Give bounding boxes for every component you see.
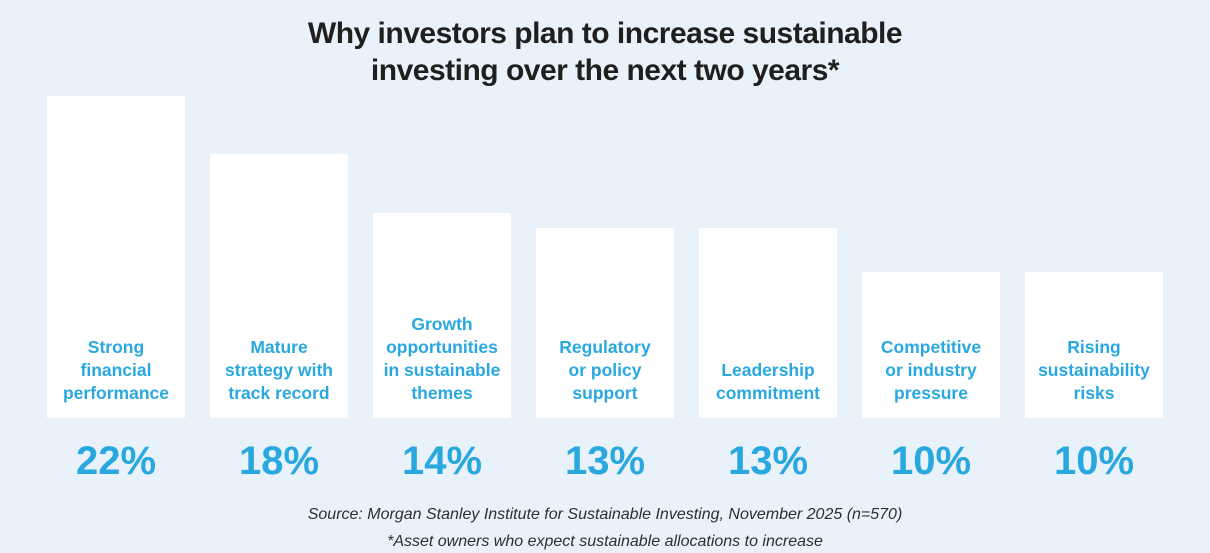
bar: Competitive or industry pressure	[862, 272, 1000, 418]
bar-group: Mature strategy with track record 18%	[210, 154, 348, 484]
bar-value-label: 14%	[401, 439, 483, 483]
bar-value-label: 13%	[564, 439, 646, 483]
bar: Leadership commitment	[699, 228, 837, 418]
bar-group: Competitive or industry pressure 10%	[862, 272, 1000, 484]
bar-group: Growth opportunities in sustainable themes 1…	[373, 213, 511, 484]
chart-title-line2: investing over the next two years*	[370, 54, 840, 87]
bar-category-label: Growth opportunities in sustainable themes	[383, 314, 501, 403]
bar-category-label: Leadership commitment	[715, 360, 821, 403]
bar: Growth opportunities in sustainable themes	[373, 213, 511, 418]
bar-value-label: 10%	[1053, 439, 1135, 483]
bar: Mature strategy with track record	[210, 154, 348, 418]
footnote-line: *Asset owners who expect sustainable all…	[387, 533, 823, 550]
bar-value-label: 13%	[727, 439, 809, 483]
bar-category-label: Strong financial performance	[62, 337, 169, 403]
bar-group: Rising sustainability risks 10%	[1025, 272, 1163, 484]
bar-value-label: 22%	[75, 439, 157, 483]
bar: Regulatory or policy support	[536, 228, 674, 418]
bar-category-label: Competitive or industry pressure	[880, 337, 982, 403]
bar-chart: Strong financial performance 22% Mature strat…	[47, 96, 1163, 484]
bar-category-label: Regulatory or policy support	[559, 337, 651, 403]
bar-value-label: 18%	[238, 439, 320, 483]
bar: Strong financial performance	[47, 96, 185, 418]
chart-title-line1: Why investors plan to increase sustainab…	[307, 17, 903, 50]
bar-group: Strong financial performance 22%	[47, 96, 185, 484]
bar-category-label: Mature strategy with track record	[225, 337, 333, 403]
bar-group: Leadership commitment 13%	[699, 228, 837, 484]
bar-group: Regulatory or policy support 13%	[536, 228, 674, 484]
bar-category-label: Rising sustainability risks	[1038, 337, 1150, 403]
source-note: Source: Morgan Stanley Institute for Sus…	[0, 501, 1210, 553]
bar: Rising sustainability risks	[1025, 272, 1163, 418]
chart-title: Why investors plan to increase sustainab…	[0, 0, 1210, 89]
source-line: Source: Morgan Stanley Institute for Sus…	[307, 506, 903, 523]
bar-value-label: 10%	[890, 439, 972, 483]
